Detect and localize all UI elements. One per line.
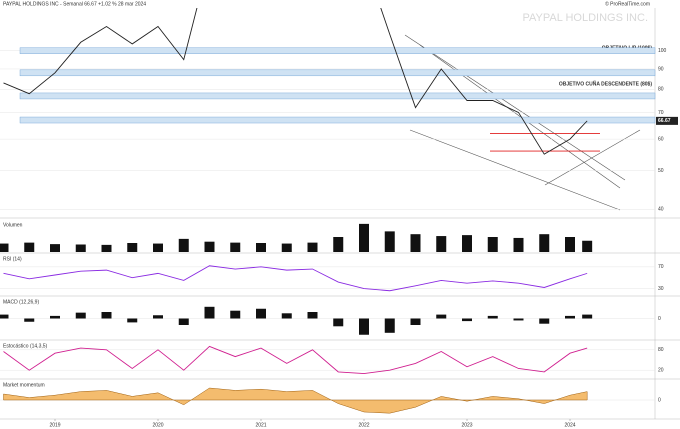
panel-label: Market momentum <box>3 382 45 388</box>
level-band <box>19 47 656 54</box>
bar <box>178 318 189 325</box>
bar <box>565 315 575 319</box>
bar <box>333 318 344 327</box>
annotation: OBJETIVO CUÑA DESCENDENTE (80$) <box>559 80 652 87</box>
bar <box>0 243 9 252</box>
bar <box>75 244 86 252</box>
bar <box>50 244 60 252</box>
panel-borders <box>0 8 680 420</box>
bar <box>436 314 447 319</box>
line <box>3 345 588 375</box>
bar <box>281 243 292 252</box>
bar <box>0 314 9 319</box>
bar <box>565 237 575 252</box>
y-tick-label: 40 <box>658 207 664 213</box>
bar <box>256 243 266 252</box>
bar <box>230 242 241 252</box>
bar <box>513 318 524 321</box>
bar <box>24 242 35 252</box>
clip-group <box>3 8 588 155</box>
header: PAYPAL HOLDINGS INC - Semanal 66.67 +1.0… <box>3 1 146 7</box>
bar <box>410 318 421 325</box>
bar <box>582 240 593 252</box>
x-tick-label: 2024 <box>564 422 575 428</box>
x-tick-label: 2022 <box>358 422 369 428</box>
y-tick-label: 100 <box>658 48 667 54</box>
watermark: PAYPAL HOLDINGS INC. <box>522 12 648 24</box>
bar <box>101 312 112 319</box>
bar <box>333 237 344 252</box>
bar <box>436 236 447 252</box>
bar <box>24 318 35 322</box>
panel-label: MACD (12,26,9) <box>3 299 39 305</box>
level-band <box>19 92 656 100</box>
bar <box>50 315 60 319</box>
bar <box>307 312 318 319</box>
panel-label: RSI (14) <box>3 256 22 262</box>
x-tick-label: 2020 <box>152 422 163 428</box>
bar <box>256 308 266 319</box>
bar <box>359 223 369 252</box>
bar <box>487 237 498 252</box>
bar <box>75 312 86 319</box>
bar <box>539 234 550 252</box>
bar <box>307 242 318 252</box>
bar <box>487 315 498 319</box>
y-tick-label: 50 <box>658 168 664 174</box>
y-tick-label: 60 <box>658 136 664 142</box>
x-tick-label: 2021 <box>255 422 266 428</box>
bar <box>462 318 472 322</box>
line <box>3 8 588 155</box>
bar <box>539 318 550 324</box>
x-tick-label: 2023 <box>461 422 472 428</box>
bar <box>384 318 395 333</box>
bar <box>101 244 112 252</box>
bar <box>204 306 215 319</box>
bar <box>153 315 163 319</box>
y-tick-label: 70 <box>658 264 664 270</box>
bar <box>582 314 593 319</box>
level-band <box>19 69 656 77</box>
x-tick-label: 2019 <box>49 422 60 428</box>
bar <box>230 310 241 319</box>
bar <box>513 237 524 252</box>
y-tick-label: 0 <box>658 316 661 322</box>
y-tick-label: 90 <box>658 66 664 72</box>
bar <box>359 318 369 335</box>
bar <box>204 241 215 252</box>
last-price-label: 66.67 <box>658 118 671 124</box>
bar <box>410 234 421 252</box>
bar <box>127 318 138 323</box>
bar <box>462 235 472 252</box>
panel-label: Volumen <box>3 222 23 228</box>
bar <box>178 238 189 252</box>
bar <box>153 243 163 252</box>
line <box>3 265 588 292</box>
y-tick-label: 80 <box>658 347 664 353</box>
area <box>3 387 588 414</box>
bar <box>384 231 395 252</box>
level-band <box>19 116 656 124</box>
y-tick-label: 0 <box>658 397 661 403</box>
y-tick-label: 30 <box>658 286 664 292</box>
bar <box>281 313 292 319</box>
y-tick-label: 70 <box>658 110 664 116</box>
y-tick-label: 80 <box>658 87 664 93</box>
panel-label: Estocástico (14,3,5) <box>3 343 48 349</box>
bar <box>127 243 138 252</box>
source: © ProRealTime.com <box>605 0 650 7</box>
last-price-box <box>656 116 678 125</box>
y-tick-label: 20 <box>658 368 664 374</box>
